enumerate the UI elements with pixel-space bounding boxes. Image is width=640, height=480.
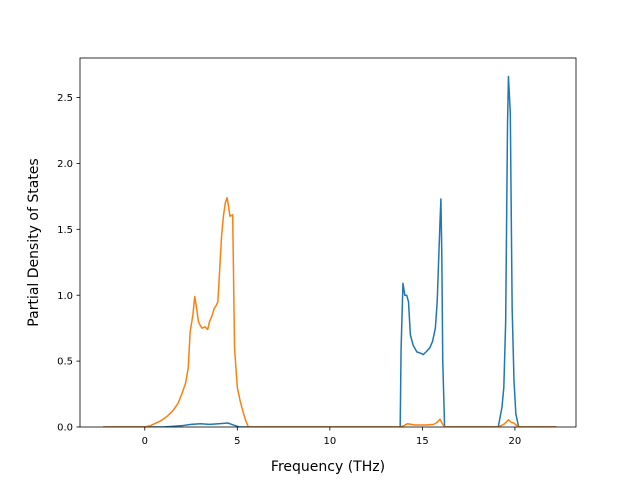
x-tick-label: 5 — [234, 436, 240, 447]
y-tick-label: 1.5 — [57, 225, 73, 236]
x-tick-label: 10 — [323, 436, 336, 447]
x-tick-label: 0 — [142, 436, 148, 447]
series-line-1 — [103, 75, 557, 427]
series-layer — [103, 75, 557, 427]
x-tick-label: 15 — [416, 436, 429, 447]
x-axis-ticks: 0 5 10 15 20 — [142, 427, 522, 447]
y-tick-label: 0.0 — [57, 423, 73, 434]
y-tick-label: 2.5 — [57, 93, 73, 104]
plot-frame — [79, 57, 577, 428]
x-tick-label: 20 — [509, 436, 522, 447]
y-axis-ticks: 0.0 0.5 1.0 1.5 2.0 2.5 — [57, 93, 80, 434]
y-tick-label: 1.0 — [57, 291, 73, 302]
x-axis-label: Frequency (THz) — [271, 459, 385, 475]
y-tick-label: 0.5 — [57, 357, 73, 368]
series-line-2 — [103, 196, 557, 427]
y-tick-label: 2.0 — [57, 159, 73, 170]
y-axis-label: Partial Density of States — [26, 158, 42, 326]
